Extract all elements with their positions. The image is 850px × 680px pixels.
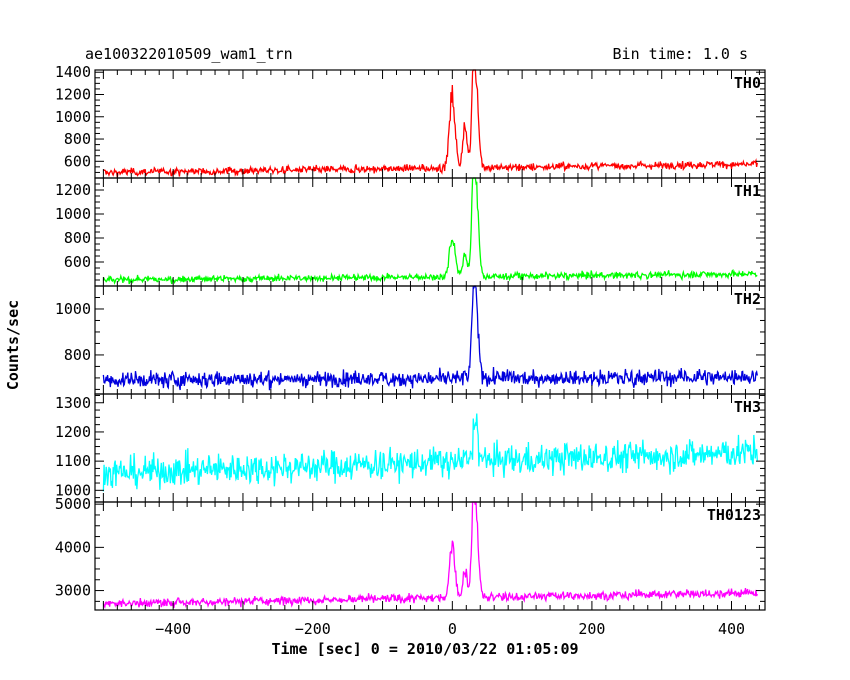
y-tick-label: 1100 bbox=[55, 452, 91, 470]
panel-th1: 600 800 1000 1200 TH1 bbox=[55, 177, 766, 287]
y-tick-label: 1200 bbox=[55, 85, 91, 103]
series-line-th0123 bbox=[102, 501, 758, 609]
y-tick-label: 3000 bbox=[55, 582, 91, 600]
y-tick-label: 1000 bbox=[55, 108, 91, 126]
series-line-th1 bbox=[102, 177, 758, 286]
panels-layer: 600 800 1000 1200 1400 TH0 600 800 1000 1200 TH1 80… bbox=[55, 63, 766, 638]
y-tick-label: 600 bbox=[64, 152, 91, 170]
y-tick-label: 1000 bbox=[55, 300, 91, 318]
y-tick-label: 1400 bbox=[55, 63, 91, 81]
x-axis-label: Time [sec] 0 = 2010/03/22 01:05:09 bbox=[271, 640, 578, 658]
panel-th0: 600 800 1000 1200 1400 TH0 bbox=[55, 63, 766, 179]
panel-label-th3: TH3 bbox=[734, 398, 761, 416]
y-tick-label: 5000 bbox=[55, 495, 91, 513]
panel-frame bbox=[94, 177, 766, 287]
x-tick-label: −400 bbox=[155, 620, 191, 638]
y-tick-label: 1300 bbox=[55, 394, 91, 412]
y-tick-label: 800 bbox=[64, 229, 91, 247]
panel-frame bbox=[94, 393, 766, 503]
panel-label-th0123: TH0123 bbox=[707, 506, 761, 524]
series-line-th3 bbox=[102, 413, 758, 492]
y-tick-label: 1000 bbox=[55, 205, 91, 223]
y-tick-label: 800 bbox=[64, 130, 91, 148]
panel-frame bbox=[94, 501, 766, 611]
series-line-th0 bbox=[103, 69, 758, 178]
panel-th0123: 3000 4000 5000 TH0123 bbox=[55, 495, 766, 611]
y-axis-label: Counts/sec bbox=[4, 300, 22, 390]
y-tick-label: 1200 bbox=[55, 423, 91, 441]
panel-th3: 1000 1100 1200 1300 TH3 bbox=[55, 393, 766, 503]
series-line-th2 bbox=[102, 285, 758, 391]
panel-th2: 800 1000 TH2 bbox=[55, 285, 766, 395]
y-tick-label: 600 bbox=[64, 253, 91, 271]
y-tick-label: 800 bbox=[64, 346, 91, 364]
panel-label-th0: TH0 bbox=[734, 74, 761, 92]
y-tick-label: 1000 bbox=[55, 481, 91, 499]
chart-title-left: ae100322010509_wam1_trn bbox=[85, 45, 293, 63]
x-tick-label: 0 bbox=[448, 620, 457, 638]
panel-label-th2: TH2 bbox=[734, 290, 761, 308]
x-tick-label: 400 bbox=[718, 620, 745, 638]
x-tick-label: −200 bbox=[295, 620, 331, 638]
y-tick-label: 4000 bbox=[55, 538, 91, 556]
x-tick-label: 200 bbox=[578, 620, 605, 638]
panel-label-th1: TH1 bbox=[734, 182, 761, 200]
panel-frame bbox=[94, 69, 766, 179]
chart-title-right: Bin time: 1.0 s bbox=[612, 45, 748, 63]
y-tick-label: 1200 bbox=[55, 181, 91, 199]
